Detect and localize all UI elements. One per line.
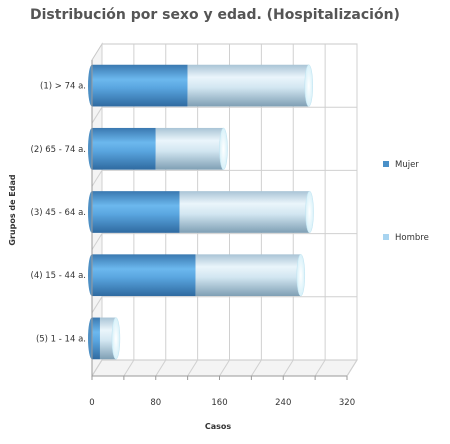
y-axis-title: Grupos de Edad — [8, 174, 17, 246]
gridline-floor — [346, 359, 358, 377]
gridline-floor — [187, 359, 199, 377]
bar-group — [88, 317, 121, 360]
bar-hombre — [179, 191, 310, 233]
legend-swatch — [383, 161, 389, 167]
chart-title: Distribución por sexo y edad. (Hospitali… — [30, 7, 400, 23]
category-label: (2) 65 - 74 a. — [31, 145, 86, 155]
gridline-side — [91, 170, 103, 187]
bar-group — [88, 127, 228, 170]
x-tick-label: 160 — [211, 398, 227, 408]
x-tick-label: 80 — [150, 398, 161, 408]
bars — [88, 64, 314, 360]
legend-swatch — [383, 234, 389, 240]
x-tick-label: 320 — [339, 398, 355, 408]
bar-mujer — [92, 254, 196, 297]
bar-mujer — [92, 317, 100, 360]
gridline-floor — [123, 359, 135, 377]
legend: Mujer Hombre — [383, 160, 429, 243]
bar-end-cap — [304, 64, 313, 107]
bar-hombre — [155, 127, 224, 170]
gridline-side — [91, 296, 103, 314]
bar-hombre — [187, 64, 309, 107]
bar-group — [88, 64, 313, 107]
bar-hombre — [195, 254, 301, 297]
gridline-floor — [314, 359, 326, 377]
x-axis-title: Casos — [205, 422, 232, 431]
legend-label: Hombre — [395, 233, 429, 243]
x-tick-label: 0 — [89, 398, 94, 408]
bar-group — [88, 254, 306, 297]
bar-mujer — [92, 191, 180, 233]
category-label: (4) 15 - 44 a. — [31, 271, 86, 281]
x-tick-label: 240 — [275, 398, 291, 408]
legend-label: Mujer — [395, 160, 419, 170]
bar-end-cap — [305, 190, 314, 234]
bar-end-cap — [111, 317, 121, 360]
bar-mujer — [92, 64, 188, 107]
gridline-floor — [282, 359, 294, 377]
category-label: (5) 1 - 14 a. — [36, 334, 86, 344]
category-label: (1) > 74 a. — [40, 82, 86, 92]
axes: (1) > 74 a. (2) 65 - 74 a. (3) 45 - 64 a. (… — [31, 60, 355, 408]
gridline-floor — [250, 359, 262, 377]
category-label: (3) 45 - 64 a. — [31, 208, 86, 218]
gridline-floor — [219, 359, 230, 377]
bar-end-cap — [296, 254, 306, 297]
bar-hombre — [99, 317, 116, 360]
bar-group — [88, 190, 314, 234]
gridline-floor — [91, 359, 103, 377]
gridline-side — [91, 233, 103, 250]
bar-mujer — [92, 127, 156, 170]
gridline-side — [91, 106, 103, 124]
gridline-floor — [155, 359, 167, 377]
bar-end-cap — [219, 127, 228, 170]
